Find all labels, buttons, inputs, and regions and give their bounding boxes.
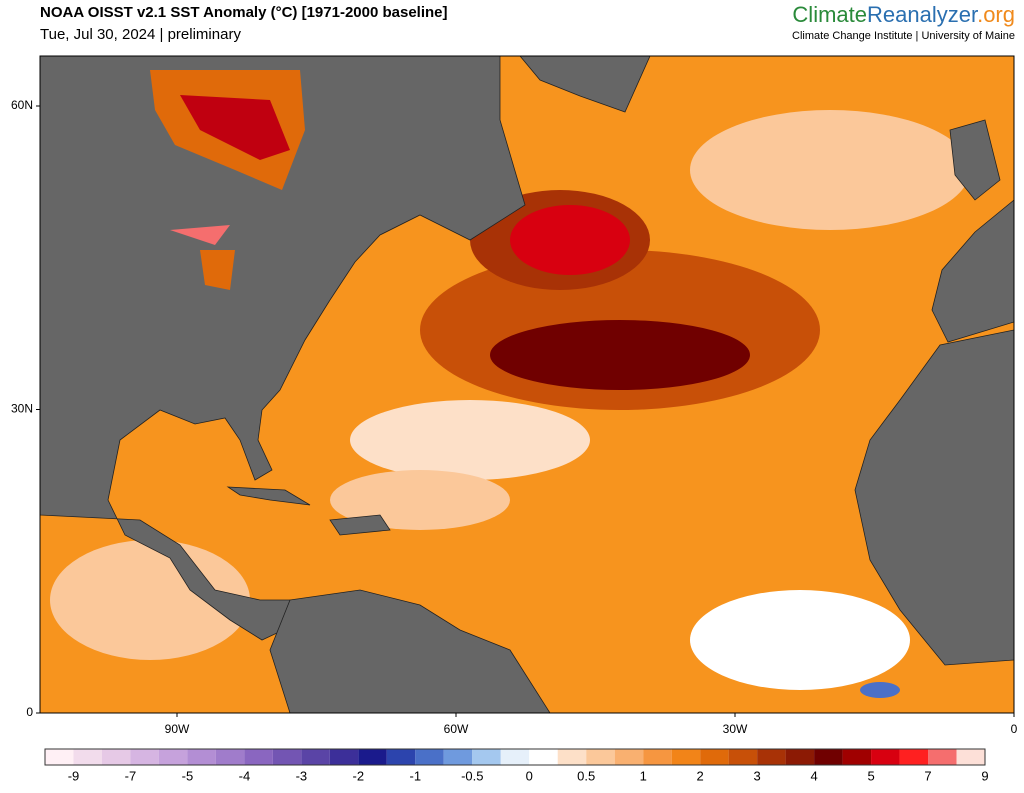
colorbar-swatch [244, 749, 273, 765]
colorbar-label: -4 [239, 768, 251, 783]
colorbar-swatch [757, 749, 786, 765]
colorbar-label: 0 [526, 768, 533, 783]
brand-part: Climate [792, 2, 867, 27]
colorbar-swatch [557, 749, 587, 765]
colorbar-swatch [956, 749, 985, 765]
colorbar-swatch [700, 749, 729, 765]
colorbar-label: -9 [68, 768, 80, 783]
colorbar-swatch [899, 749, 929, 765]
colorbar-label: -5 [182, 768, 194, 783]
colorbar-swatch [500, 749, 530, 765]
colorbar-label: -0.5 [461, 768, 483, 783]
colorbar-label: -3 [296, 768, 308, 783]
lon-label: 0 [1011, 722, 1018, 736]
colorbar-label: 9 [981, 768, 988, 783]
colorbar-swatch [272, 749, 302, 765]
lat-label: 60N [11, 98, 33, 112]
colorbar-label: 3 [754, 768, 761, 783]
colorbar-label: 5 [867, 768, 874, 783]
lon-label: 90W [165, 722, 190, 736]
colorbar-swatch [329, 749, 359, 765]
colorbar-swatch [101, 749, 131, 765]
colorbar-label: 0.5 [577, 768, 595, 783]
colorbar-label: -1 [410, 768, 422, 783]
title: NOAA OISST v2.1 SST Anomaly (°C) [1971-2… [40, 4, 448, 21]
colorbar-swatch [358, 749, 387, 765]
colorbar-swatch [415, 749, 444, 765]
lon-label: 30W [723, 722, 748, 736]
colorbar-swatch [301, 749, 330, 765]
map [40, 56, 1014, 713]
colorbar-swatch [614, 749, 644, 765]
colorbar-swatch [529, 749, 558, 765]
colorbar-swatch [158, 749, 188, 765]
lat-label: 30N [11, 402, 33, 416]
colorbar-swatch [814, 749, 843, 765]
lat-label: 0 [26, 705, 33, 719]
institute: Climate Change Institute | University of… [792, 30, 1015, 42]
colorbar-label: -7 [125, 768, 137, 783]
colorbar-label: -2 [353, 768, 365, 783]
brand-part: .org [977, 2, 1015, 27]
colorbar-swatch [386, 749, 416, 765]
colorbar-swatch [785, 749, 815, 765]
map-frame [39, 55, 1015, 714]
colorbar-swatch [130, 749, 159, 765]
colorbar-swatch [643, 749, 672, 765]
colorbar-swatch [45, 749, 74, 765]
lon-label: 60W [444, 722, 469, 736]
colorbar-swatch [472, 749, 501, 765]
brand: ClimateReanalyzer.org [792, 2, 1015, 27]
colorbar-label: 2 [697, 768, 704, 783]
colorbar-swatch [728, 749, 758, 765]
colorbar-label: 7 [924, 768, 931, 783]
colorbar-swatch [842, 749, 872, 765]
colorbar-label: 4 [810, 768, 817, 783]
colorbar-label: 1 [640, 768, 647, 783]
colorbar-swatch [187, 749, 216, 765]
colorbar-swatch [73, 749, 102, 765]
subtitle: Tue, Jul 30, 2024 | preliminary [40, 26, 241, 43]
colorbar-swatch [586, 749, 615, 765]
colorbar-frame [44, 748, 986, 766]
colorbar-swatch [928, 749, 957, 765]
brand-part: Reanalyzer [867, 2, 978, 27]
colorbar-swatch [871, 749, 900, 765]
colorbar-swatch [215, 749, 245, 765]
colorbar-swatch [671, 749, 701, 765]
colorbar-swatch [443, 749, 473, 765]
